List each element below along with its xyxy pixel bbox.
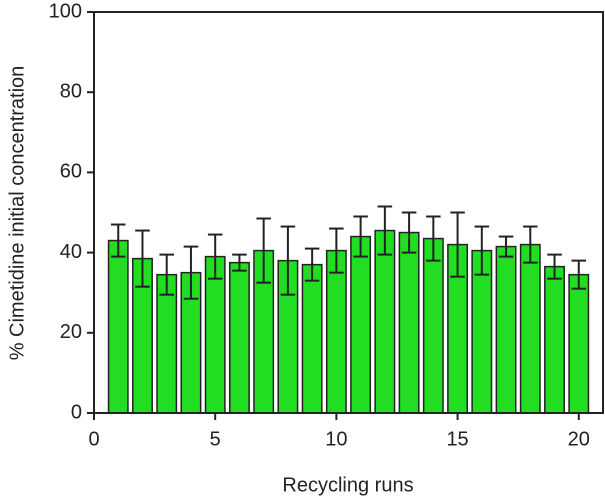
bar — [301, 263, 323, 414]
y-tick-label: 20 — [60, 321, 82, 343]
bar — [228, 261, 250, 414]
bar — [568, 273, 590, 414]
bar — [325, 249, 347, 414]
y-tick-label: 0 — [71, 401, 82, 423]
x-tick-label: 5 — [210, 428, 221, 450]
bar — [544, 265, 565, 414]
bar — [398, 231, 420, 414]
plot-frame — [93, 11, 604, 414]
x-tick-label: 10 — [325, 428, 347, 450]
y-tick-label: 60 — [60, 161, 82, 183]
bar — [374, 229, 396, 414]
y-tick-label: 40 — [60, 241, 82, 263]
x-tick-label: 20 — [568, 428, 590, 450]
x-tick-label: 0 — [88, 428, 99, 450]
bar — [519, 243, 541, 414]
y-tick-label: 100 — [49, 0, 82, 22]
bar — [204, 255, 226, 414]
y-tick-label: 80 — [60, 80, 82, 102]
y-axis-label: % Cimetidine initial concentration — [6, 66, 28, 361]
x-tick-label: 15 — [446, 428, 468, 450]
bar — [422, 237, 444, 414]
x-axis-label: Recycling runs — [282, 474, 413, 496]
bar — [350, 235, 372, 414]
bar — [495, 245, 517, 414]
bar — [107, 239, 129, 414]
